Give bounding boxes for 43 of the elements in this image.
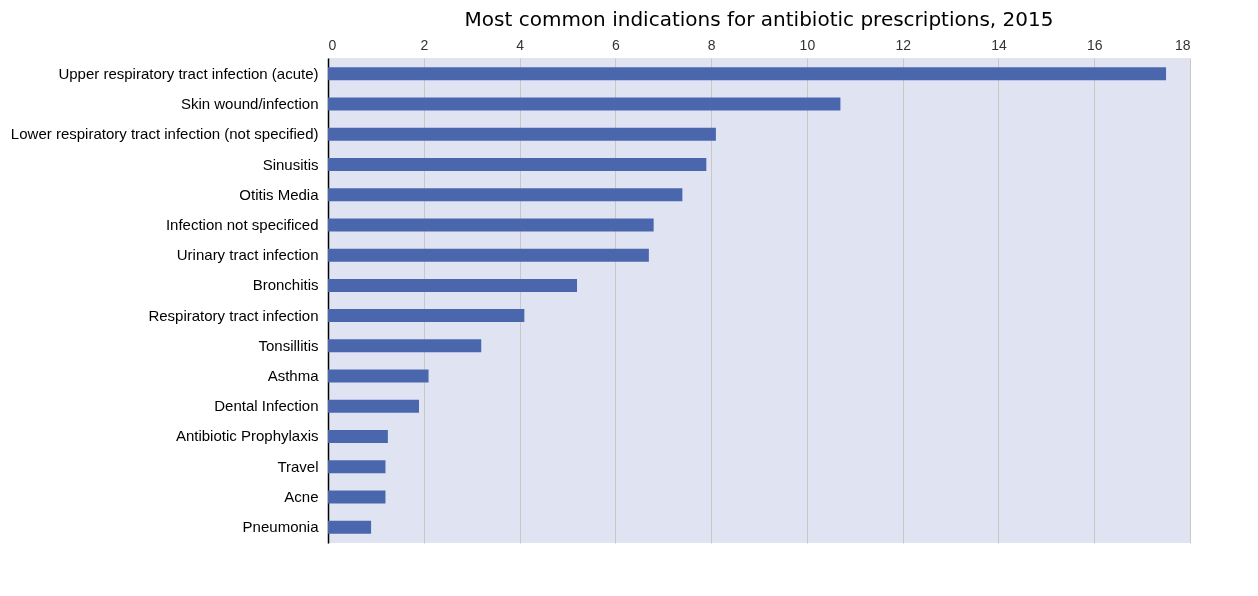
x-tick-label: 12 (895, 36, 912, 53)
y-tick-label: Dental Infection (214, 397, 319, 415)
bar (328, 399, 419, 413)
bar (328, 369, 429, 383)
y-tick-label: Respiratory tract infection (148, 306, 319, 324)
x-tick-label: 16 (1086, 36, 1103, 53)
bar (328, 278, 578, 292)
bar (328, 248, 649, 262)
bar (328, 97, 841, 111)
y-tick-label: Pneumonia (242, 518, 320, 536)
x-tick-label: 2 (420, 36, 429, 53)
y-tick-label: Otitis Media (239, 185, 320, 203)
bar (328, 490, 386, 504)
bar (328, 429, 388, 443)
y-tick-label: Tonsillitis (258, 336, 319, 354)
chart-title: Most common indications for antibiotic prescriptions, 2015 (464, 7, 1054, 31)
x-tick-label: 10 (799, 36, 816, 53)
bar (328, 309, 525, 323)
y-tick-label: Infection not specificed (165, 215, 319, 233)
x-tick-label: 0 (328, 36, 337, 53)
bar (328, 339, 482, 353)
x-tick-label: 8 (707, 36, 716, 53)
y-tick-label: Acne (284, 487, 319, 505)
bar (328, 460, 386, 474)
x-tick-label: 4 (516, 36, 525, 53)
y-tick-label: Skin wound/infection (180, 95, 319, 113)
y-tick-label: Asthma (267, 367, 320, 385)
y-tick-label: Travel (277, 457, 319, 475)
y-tick-label: Antibiotic Prophylaxis (175, 427, 319, 445)
bar (328, 127, 716, 141)
x-tick-label: 18 (1174, 36, 1191, 53)
bar (328, 218, 654, 232)
y-tick-label: Bronchitis (252, 276, 319, 294)
bar (328, 67, 1167, 81)
bar (328, 520, 372, 534)
bar (328, 158, 707, 172)
y-tick-label: Urinary tract infection (176, 246, 319, 264)
y-tick-label: Lower respiratory tract infection (not specified) (10, 125, 319, 143)
y-tick-label: Upper respiratory tract infection (acute) (58, 64, 319, 82)
y-tick-label: Sinusitis (262, 155, 319, 173)
x-tick-label: 14 (991, 36, 1007, 53)
bar (328, 188, 683, 202)
x-tick-label: 6 (611, 36, 620, 53)
